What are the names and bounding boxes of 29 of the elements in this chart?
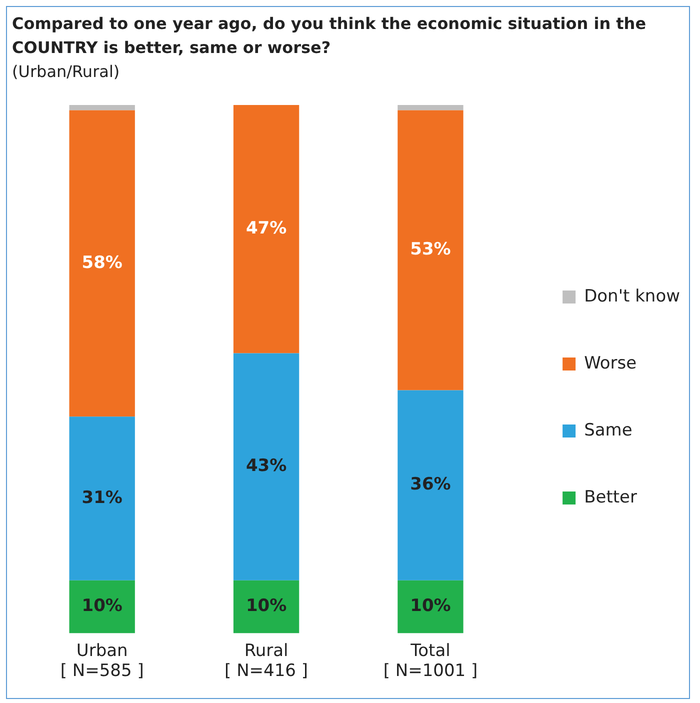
data-label: 10%: [82, 596, 122, 616]
bar: [398, 390, 464, 580]
legend-label: Better: [584, 487, 637, 508]
data-label: 36%: [410, 474, 451, 495]
x-tick-label: Urban [ N=585 ]: [60, 640, 144, 682]
bar: [233, 353, 300, 580]
bar: [69, 105, 135, 110]
x-tick-label: Rural [ N=416 ]: [224, 640, 308, 682]
bar: [233, 580, 300, 634]
bar: [398, 105, 464, 110]
x-tick-label: Total [ N=1001 ]: [383, 640, 478, 682]
data-label: 10%: [410, 596, 451, 616]
bar: [233, 105, 300, 354]
data-label: 47%: [246, 218, 287, 239]
bar: [398, 110, 464, 390]
bar: [69, 110, 135, 417]
data-label: 10%: [246, 596, 287, 616]
legend-label: Don't know: [584, 286, 680, 306]
legend-label: Same: [584, 420, 632, 440]
legend-label: Worse: [584, 353, 637, 374]
bar: [69, 416, 135, 580]
data-label: 31%: [82, 488, 122, 508]
data-label: 58%: [82, 252, 122, 273]
bar: [69, 580, 135, 634]
data-label: 53%: [410, 240, 451, 260]
chart-subtitle: (Urban/Rural): [12, 62, 120, 81]
bar: [398, 580, 464, 634]
data-label: 43%: [246, 456, 287, 476]
chart-title: Compared to one year ago, do you think the economic situation in the COUNTRY is better, same or worse?: [12, 13, 648, 59]
